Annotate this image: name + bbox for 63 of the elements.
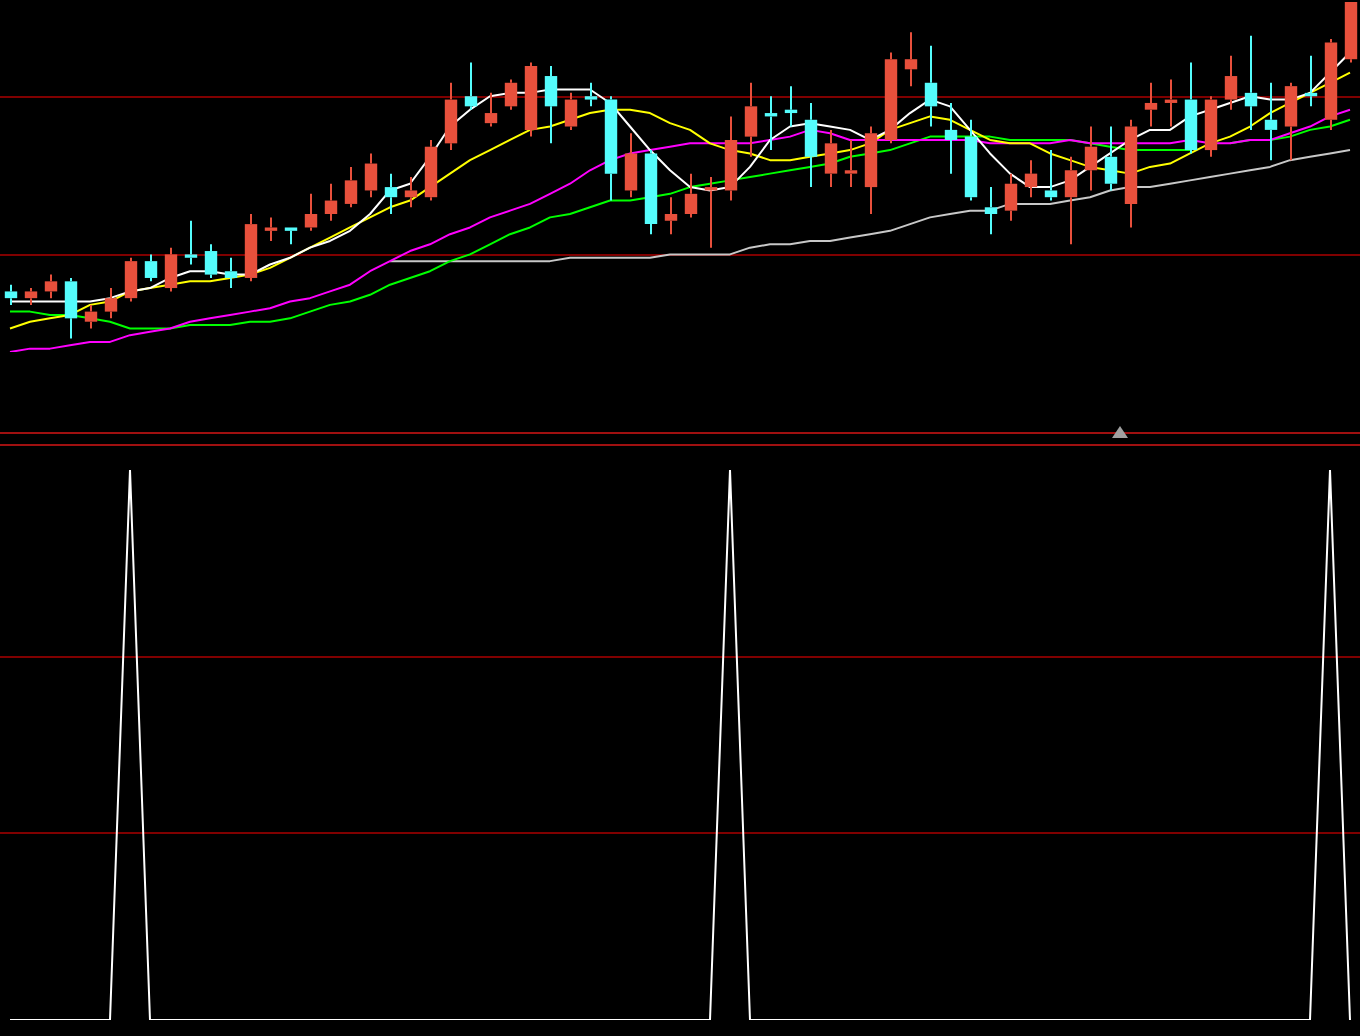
candlestick (24, 287, 38, 306)
candlestick (984, 186, 998, 236)
candlestick (1224, 54, 1238, 111)
candlestick (884, 51, 898, 145)
candlestick (624, 132, 638, 199)
candlestick (284, 227, 298, 246)
candlestick (444, 81, 458, 152)
candlestick (964, 118, 978, 202)
candlestick (104, 287, 118, 320)
candlestick (744, 81, 758, 158)
candlestick (684, 172, 698, 219)
candlestick (864, 125, 878, 216)
candlestick (244, 213, 258, 283)
candlestick (324, 182, 338, 222)
candlestick (64, 276, 78, 340)
candlestick (924, 44, 938, 128)
candlestick (544, 64, 558, 145)
candlestick (1044, 149, 1058, 202)
candlestick (1324, 38, 1338, 131)
candlestick (164, 246, 178, 293)
candlestick (1344, 2, 1358, 64)
candlestick (944, 101, 958, 175)
candlestick (1244, 34, 1258, 131)
candlestick (1264, 81, 1278, 162)
candlestick (364, 152, 378, 199)
candlestick (184, 219, 198, 266)
candlestick (904, 31, 918, 88)
candlestick (424, 138, 438, 202)
candlestick (524, 61, 538, 138)
candlestick (84, 303, 98, 330)
candlestick (264, 216, 278, 242)
candlestick (464, 61, 478, 111)
candlestick (584, 81, 598, 108)
candlestick (564, 91, 578, 131)
candlestick (124, 256, 138, 303)
candlestick (604, 95, 618, 202)
candlestick (4, 283, 18, 306)
candlestick (384, 172, 398, 216)
candlestick (1084, 125, 1098, 192)
candlestick (1284, 81, 1298, 162)
candlestick (44, 273, 58, 300)
candlestick (344, 165, 358, 209)
candlestick (484, 91, 498, 128)
candlestick (1064, 155, 1078, 246)
candlestick (664, 196, 678, 236)
candlestick (1104, 125, 1118, 192)
candlestick (1024, 159, 1038, 199)
candlestick (304, 192, 318, 232)
candlestick (844, 138, 858, 189)
candlestick (1124, 118, 1138, 229)
candlestick (724, 115, 738, 202)
candlestick (404, 176, 418, 209)
candlestick (504, 78, 518, 111)
candlestick (204, 243, 218, 279)
candlestick (144, 253, 158, 283)
candlestick (824, 128, 838, 189)
candlestick (1144, 81, 1158, 128)
candlestick (1004, 172, 1018, 222)
candlestick (1184, 61, 1198, 155)
candlestick (644, 149, 658, 236)
candlestick (1204, 95, 1218, 158)
candlestick (224, 256, 238, 290)
candlestick (804, 101, 818, 189)
